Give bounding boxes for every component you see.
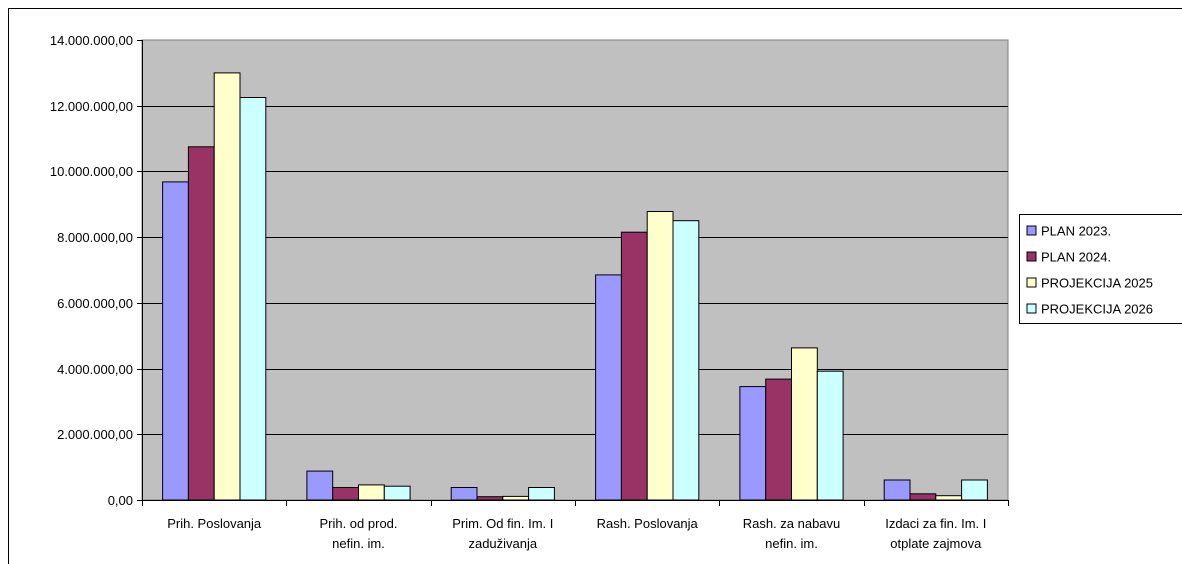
bar <box>358 484 385 501</box>
legend-label: PROJEKCIJA 2026 <box>1041 302 1153 317</box>
y-tick-label: 8.000.000,00 <box>57 230 133 245</box>
bar <box>961 479 988 501</box>
bar <box>739 386 767 501</box>
legend-swatch <box>1026 225 1037 236</box>
y-tick-label: 0,00 <box>108 493 133 508</box>
bar <box>306 470 334 501</box>
y-tick-label: 10.000.000,00 <box>50 164 133 179</box>
x-tick-label: Izdaci za fin. Im. I <box>885 516 986 531</box>
x-tick-label: nefin. im. <box>332 536 385 551</box>
y-tick-label: 6.000.000,00 <box>57 296 133 311</box>
bar <box>595 274 622 501</box>
bar <box>383 485 411 501</box>
legend-label: PLAN 2023. <box>1041 224 1111 239</box>
bar <box>332 487 360 501</box>
bar <box>791 347 818 501</box>
bar <box>450 487 478 501</box>
y-tick-label: 2.000.000,00 <box>57 427 133 442</box>
legend: PLAN 2023. PLAN 2024. PROJEKCIJA 2025 PROJE… <box>1019 214 1182 324</box>
bar <box>620 231 648 501</box>
bar <box>935 495 963 501</box>
bar <box>213 72 241 501</box>
legend-label: PROJEKCIJA 2025 <box>1041 276 1153 291</box>
bars <box>162 72 988 501</box>
bar <box>162 181 189 501</box>
bar <box>239 97 267 501</box>
y-tick-label: 4.000.000,00 <box>57 362 133 377</box>
x-tick-label: Prih. od prod. <box>319 516 397 531</box>
legend-label: PLAN 2024. <box>1041 250 1111 265</box>
legend-box <box>1019 214 1182 324</box>
bar <box>528 487 555 501</box>
x-tick-label: otplate zajmova <box>890 536 982 551</box>
bar <box>646 211 674 501</box>
x-tick-label: Prih. Poslovanja <box>167 516 262 531</box>
bar <box>909 493 937 501</box>
gridlines <box>142 106 1008 435</box>
x-tick-label: zaduživanja <box>468 536 537 551</box>
legend-swatch <box>1026 251 1037 262</box>
bar <box>476 496 504 501</box>
bar <box>765 378 793 501</box>
bar <box>816 370 844 501</box>
bar <box>883 479 911 501</box>
legend-swatch <box>1026 303 1037 314</box>
x-tick-label: Prim. Od fin. Im. I <box>452 516 553 531</box>
y-axis: 0,00 2.000.000,00 4.000.000,00 6.000.000,00… <box>50 33 143 508</box>
plot-area <box>141 39 1009 501</box>
x-tick-label: nefin. im. <box>765 536 818 551</box>
bar <box>672 220 700 501</box>
y-tick-label: 14.000.000,00 <box>50 33 133 48</box>
x-axis: Prih. Poslovanja Prih. od prod. nefin. im.… <box>142 500 1009 551</box>
legend-swatch <box>1026 277 1037 288</box>
bar <box>187 146 215 501</box>
bar <box>502 495 530 501</box>
x-tick-label: Rash. Poslovanja <box>597 516 699 531</box>
y-tick-label: 12.000.000,00 <box>50 99 133 114</box>
x-tick-label: Rash. za nabavu <box>743 516 841 531</box>
